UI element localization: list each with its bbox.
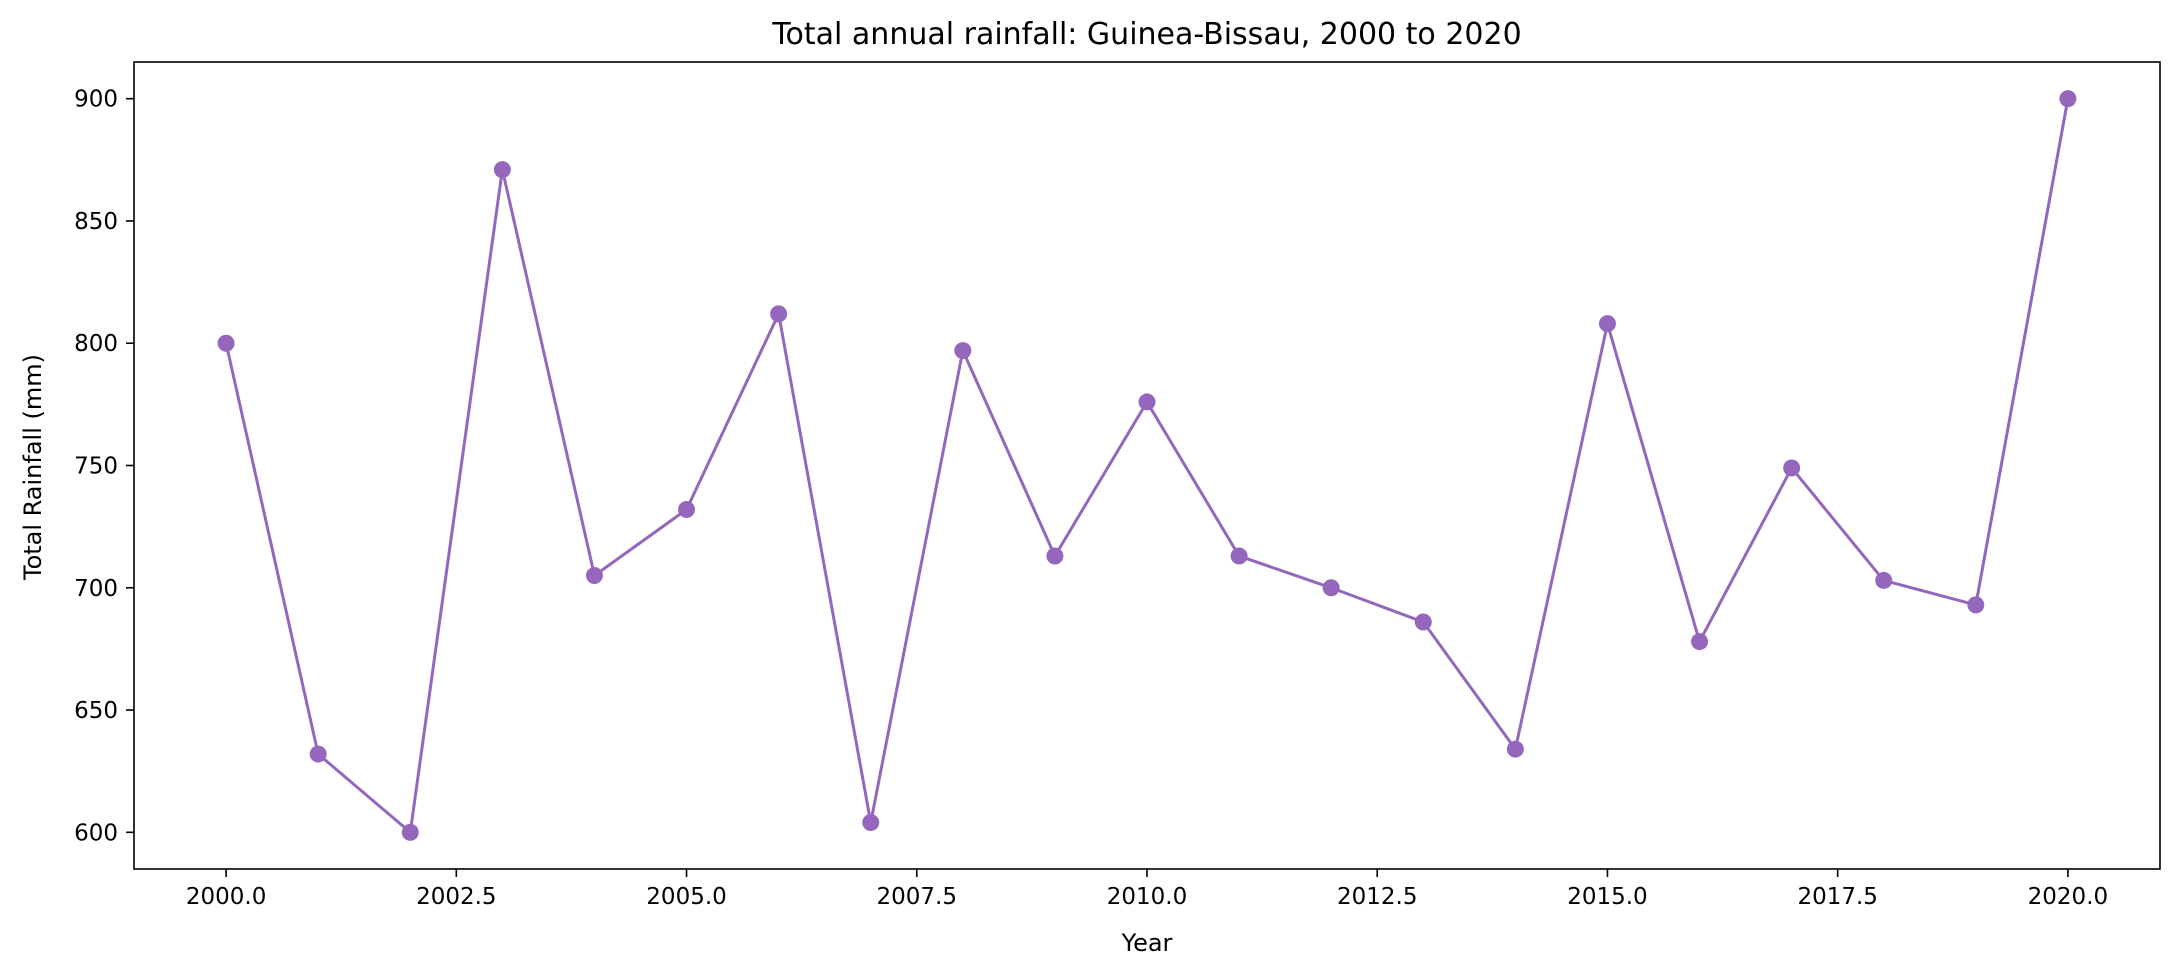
y-tick-label: 800 <box>74 331 118 357</box>
data-point <box>954 342 972 360</box>
x-axis-label: Year <box>1121 929 1173 957</box>
data-point <box>217 334 235 352</box>
y-tick-label: 850 <box>74 209 118 235</box>
x-tick-label: 2005.0 <box>646 884 726 910</box>
data-point <box>678 501 696 519</box>
data-point <box>1046 547 1064 565</box>
data-point <box>1783 459 1801 477</box>
data-point <box>1691 633 1709 651</box>
data-point <box>1230 547 1248 565</box>
x-tick-label: 2007.5 <box>877 884 957 910</box>
chart-title: Total annual rainfall: Guinea-Bissau, 20… <box>771 17 1521 52</box>
data-point <box>585 567 603 585</box>
y-tick-label: 750 <box>74 454 118 480</box>
data-point <box>770 305 788 323</box>
data-point <box>1138 393 1156 411</box>
data-point <box>1875 571 1893 589</box>
data-point <box>401 823 419 841</box>
y-tick-label: 900 <box>74 87 118 113</box>
data-point <box>1322 579 1340 597</box>
plot-area: 2000.0 2002.5 2005.0 2007.5 2010.0 2012.5 2015… <box>74 61 2161 910</box>
x-tick-label: 2012.5 <box>1337 884 1417 910</box>
data-point <box>1506 740 1524 758</box>
x-tick-label: 2000.0 <box>186 884 266 910</box>
data-point <box>309 745 327 763</box>
plot-frame <box>133 61 2161 870</box>
data-point <box>493 161 511 179</box>
data-point <box>862 814 880 832</box>
data-point <box>1414 613 1432 631</box>
x-tick-label: 2015.0 <box>1567 884 1647 910</box>
data-point <box>2059 90 2077 108</box>
y-axis-label: Total Rainfall (mm) <box>19 354 47 581</box>
x-tick-label: 2020.0 <box>2028 884 2108 910</box>
x-tick-label: 2002.5 <box>416 884 496 910</box>
data-point <box>1598 315 1616 333</box>
y-tick-label: 650 <box>74 698 118 724</box>
x-tick-label: 2017.5 <box>1797 884 1877 910</box>
data-point <box>1967 596 1985 614</box>
x-tick-label: 2010.0 <box>1107 884 1187 910</box>
y-tick-label: 700 <box>74 576 118 602</box>
y-tick-label: 600 <box>74 820 118 846</box>
